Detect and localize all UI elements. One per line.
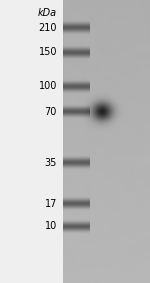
Text: kDa: kDa — [38, 8, 57, 18]
Text: 70: 70 — [45, 107, 57, 117]
Text: 10: 10 — [45, 221, 57, 231]
Text: 150: 150 — [39, 47, 57, 57]
Text: 35: 35 — [45, 158, 57, 168]
Text: 17: 17 — [45, 199, 57, 209]
Text: 100: 100 — [39, 81, 57, 91]
Text: 210: 210 — [39, 23, 57, 33]
